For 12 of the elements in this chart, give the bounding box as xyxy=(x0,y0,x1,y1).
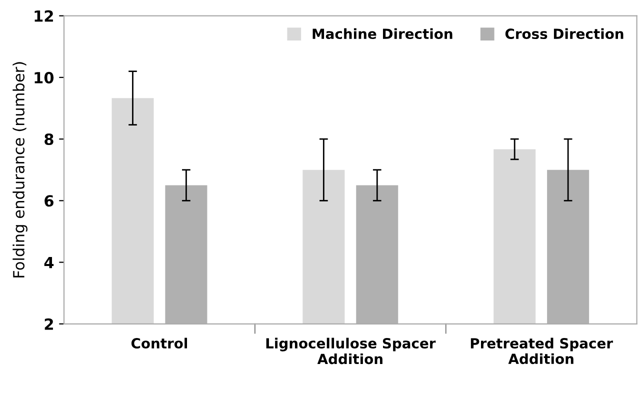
y-tick-label: 4 xyxy=(44,256,54,268)
y-tick-label: 12 xyxy=(34,10,53,22)
x-tick-label: Control xyxy=(131,338,188,349)
x-tick-label: Pretreated Spacer Addition xyxy=(470,338,613,364)
y-tick-label: 8 xyxy=(44,134,54,146)
y-tick-label: 6 xyxy=(44,195,54,207)
x-tick-label: Lignocellulose Spacer Addition xyxy=(266,338,436,364)
legend-label: Cross Direction xyxy=(505,28,624,40)
y-tick-label: 2 xyxy=(44,318,53,330)
y-tick-label: 10 xyxy=(34,72,54,84)
y-axis-title: Folding endurance (number) xyxy=(12,62,28,278)
legend-label: Machine Direction xyxy=(312,28,452,40)
